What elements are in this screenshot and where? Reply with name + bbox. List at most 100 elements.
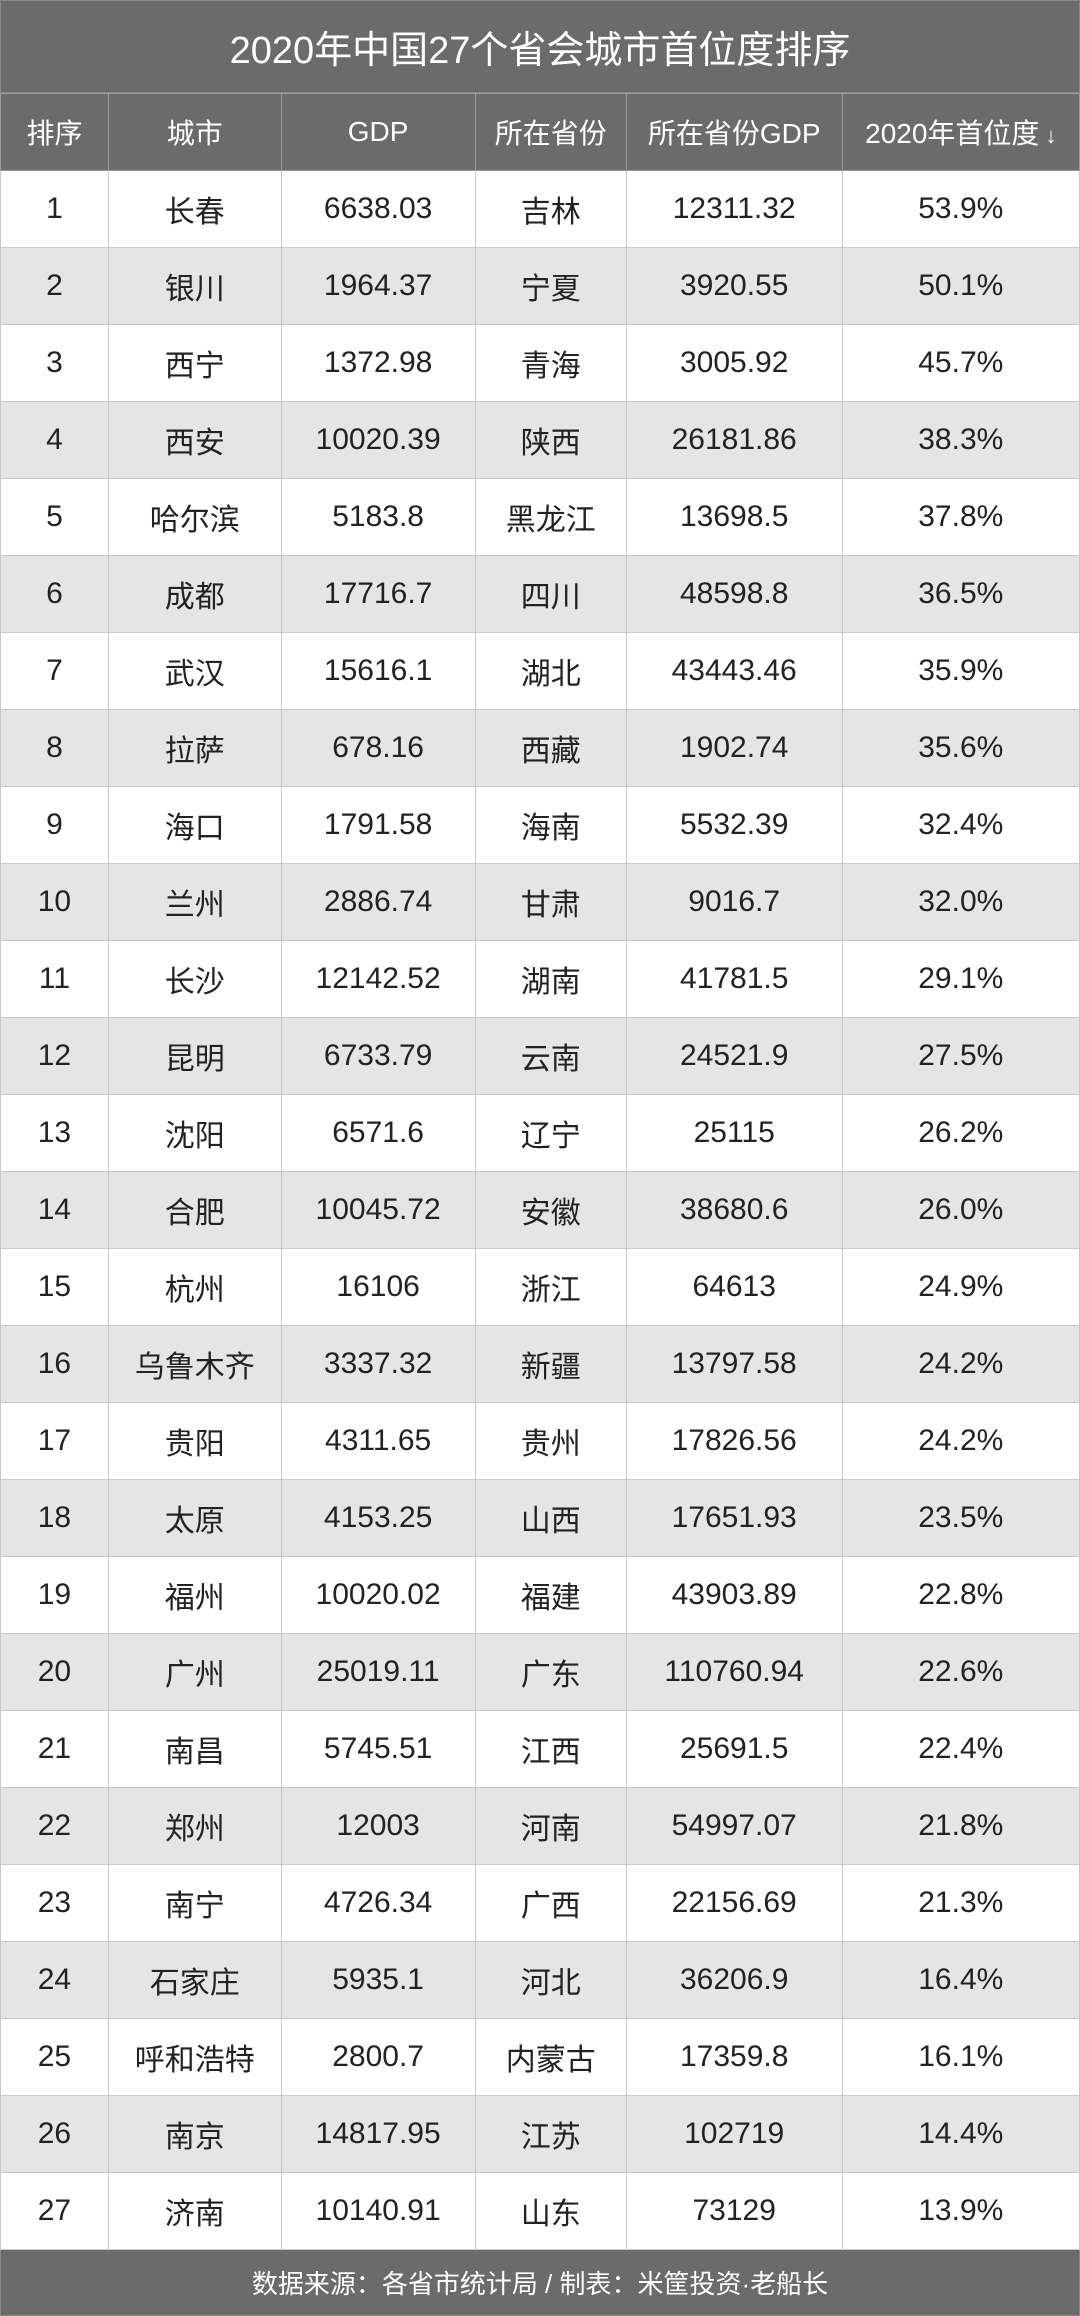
cell-city: 兰州 xyxy=(108,864,281,941)
table-row: 19福州10020.02福建43903.8922.8% xyxy=(1,1557,1080,1634)
cell-city: 太原 xyxy=(108,1480,281,1557)
cell-province: 浙江 xyxy=(475,1249,626,1326)
col-header-rank: 排序 xyxy=(1,94,109,171)
cell-province_gdp: 13797.58 xyxy=(626,1326,842,1403)
cell-province_gdp: 110760.94 xyxy=(626,1634,842,1711)
table-row: 3西宁1372.98青海3005.9245.7% xyxy=(1,325,1080,402)
cell-province: 新疆 xyxy=(475,1326,626,1403)
cell-city: 沈阳 xyxy=(108,1095,281,1172)
cell-city: 乌鲁木齐 xyxy=(108,1326,281,1403)
cell-city: 南京 xyxy=(108,2096,281,2173)
table-row: 16乌鲁木齐3337.32新疆13797.5824.2% xyxy=(1,1326,1080,1403)
cell-primacy: 35.6% xyxy=(842,710,1079,787)
cell-primacy: 22.8% xyxy=(842,1557,1079,1634)
cell-rank: 8 xyxy=(1,710,109,787)
cell-gdp: 3337.32 xyxy=(281,1326,475,1403)
cell-primacy: 24.9% xyxy=(842,1249,1079,1326)
cell-gdp: 17716.7 xyxy=(281,556,475,633)
cell-primacy: 26.2% xyxy=(842,1095,1079,1172)
table-row: 20广州25019.11广东110760.9422.6% xyxy=(1,1634,1080,1711)
cell-gdp: 10020.02 xyxy=(281,1557,475,1634)
cell-rank: 27 xyxy=(1,2173,109,2250)
cell-province_gdp: 38680.6 xyxy=(626,1172,842,1249)
cell-primacy: 13.9% xyxy=(842,2173,1079,2250)
table-row: 14合肥10045.72安徽38680.626.0% xyxy=(1,1172,1080,1249)
col-header-label: 2020年首位度 xyxy=(865,118,1039,149)
table-row: 22郑州12003河南54997.0721.8% xyxy=(1,1788,1080,1865)
table-row: 23南宁4726.34广西22156.6921.3% xyxy=(1,1865,1080,1942)
cell-province: 河南 xyxy=(475,1788,626,1865)
cell-rank: 6 xyxy=(1,556,109,633)
table-body: 1长春6638.03吉林12311.3253.9%2银川1964.37宁夏392… xyxy=(1,171,1080,2250)
cell-gdp: 5935.1 xyxy=(281,1942,475,2019)
cell-rank: 18 xyxy=(1,1480,109,1557)
table-row: 13沈阳6571.6辽宁2511526.2% xyxy=(1,1095,1080,1172)
cell-province: 山西 xyxy=(475,1480,626,1557)
cell-rank: 19 xyxy=(1,1557,109,1634)
cell-province: 广东 xyxy=(475,1634,626,1711)
cell-primacy: 22.4% xyxy=(842,1711,1079,1788)
cell-province: 河北 xyxy=(475,1942,626,2019)
cell-rank: 15 xyxy=(1,1249,109,1326)
cell-province: 甘肃 xyxy=(475,864,626,941)
cell-rank: 21 xyxy=(1,1711,109,1788)
cell-city: 昆明 xyxy=(108,1018,281,1095)
cell-rank: 17 xyxy=(1,1403,109,1480)
cell-rank: 12 xyxy=(1,1018,109,1095)
cell-province_gdp: 25691.5 xyxy=(626,1711,842,1788)
cell-primacy: 21.3% xyxy=(842,1865,1079,1942)
table-title: 2020年中国27个省会城市首位度排序 xyxy=(0,0,1080,93)
cell-city: 广州 xyxy=(108,1634,281,1711)
cell-city: 石家庄 xyxy=(108,1942,281,2019)
cell-primacy: 50.1% xyxy=(842,248,1079,325)
table-row: 17贵阳4311.65贵州17826.5624.2% xyxy=(1,1403,1080,1480)
table-row: 21南昌5745.51江西25691.522.4% xyxy=(1,1711,1080,1788)
table-row: 24石家庄5935.1河北36206.916.4% xyxy=(1,1942,1080,2019)
cell-primacy: 35.9% xyxy=(842,633,1079,710)
cell-province: 安徽 xyxy=(475,1172,626,1249)
cell-province_gdp: 24521.9 xyxy=(626,1018,842,1095)
cell-city: 武汉 xyxy=(108,633,281,710)
cell-gdp: 5745.51 xyxy=(281,1711,475,1788)
table-row: 4西安10020.39陕西26181.8638.3% xyxy=(1,402,1080,479)
cell-gdp: 2886.74 xyxy=(281,864,475,941)
cell-primacy: 21.8% xyxy=(842,1788,1079,1865)
table-row: 11长沙12142.52湖南41781.529.1% xyxy=(1,941,1080,1018)
cell-city: 贵阳 xyxy=(108,1403,281,1480)
cell-province: 江苏 xyxy=(475,2096,626,2173)
cell-primacy: 32.4% xyxy=(842,787,1079,864)
cell-primacy: 45.7% xyxy=(842,325,1079,402)
cell-rank: 11 xyxy=(1,941,109,1018)
primacy-table: 排序城市GDP所在省份所在省份GDP2020年首位度↓ 1长春6638.03吉林… xyxy=(0,93,1080,2250)
cell-gdp: 4311.65 xyxy=(281,1403,475,1480)
cell-city: 成都 xyxy=(108,556,281,633)
table-row: 12昆明6733.79云南24521.927.5% xyxy=(1,1018,1080,1095)
cell-gdp: 4153.25 xyxy=(281,1480,475,1557)
cell-gdp: 15616.1 xyxy=(281,633,475,710)
cell-city: 呼和浩特 xyxy=(108,2019,281,2096)
cell-province: 福建 xyxy=(475,1557,626,1634)
cell-rank: 26 xyxy=(1,2096,109,2173)
cell-province_gdp: 36206.9 xyxy=(626,1942,842,2019)
table-row: 27济南10140.91山东7312913.9% xyxy=(1,2173,1080,2250)
cell-province_gdp: 26181.86 xyxy=(626,402,842,479)
cell-province: 贵州 xyxy=(475,1403,626,1480)
cell-province: 宁夏 xyxy=(475,248,626,325)
cell-province_gdp: 9016.7 xyxy=(626,864,842,941)
cell-rank: 2 xyxy=(1,248,109,325)
cell-gdp: 1791.58 xyxy=(281,787,475,864)
cell-city: 郑州 xyxy=(108,1788,281,1865)
cell-province: 湖北 xyxy=(475,633,626,710)
table-head: 排序城市GDP所在省份所在省份GDP2020年首位度↓ xyxy=(1,94,1080,171)
cell-province: 西藏 xyxy=(475,710,626,787)
col-header-primacy[interactable]: 2020年首位度↓ xyxy=(842,94,1079,171)
cell-province_gdp: 25115 xyxy=(626,1095,842,1172)
cell-province: 湖南 xyxy=(475,941,626,1018)
table-header-row: 排序城市GDP所在省份所在省份GDP2020年首位度↓ xyxy=(1,94,1080,171)
cell-province_gdp: 54997.07 xyxy=(626,1788,842,1865)
cell-rank: 7 xyxy=(1,633,109,710)
cell-province: 辽宁 xyxy=(475,1095,626,1172)
cell-province: 陕西 xyxy=(475,402,626,479)
cell-province_gdp: 17651.93 xyxy=(626,1480,842,1557)
cell-rank: 3 xyxy=(1,325,109,402)
